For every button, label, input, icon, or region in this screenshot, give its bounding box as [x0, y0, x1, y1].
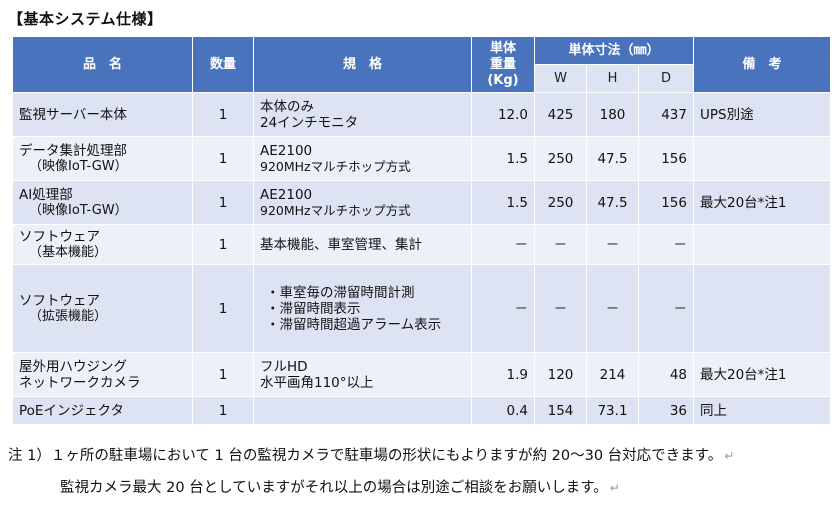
dim-h: 180 [586, 92, 639, 137]
dim-w: 250 [534, 180, 587, 225]
header-spec: 規 格 [253, 36, 472, 93]
product-name: AI処理部 （映像IoT-GW） [12, 180, 193, 225]
note: 最大20台*注1 [693, 180, 831, 225]
note: UPS別途 [693, 92, 831, 137]
weight: 1.9 [471, 352, 535, 397]
spec-cell: 基本機能、車室管理、集計 [253, 224, 472, 265]
dim-h: 47.5 [586, 180, 639, 225]
note [693, 136, 831, 181]
dim-h: 214 [586, 352, 639, 397]
quantity: 1 [192, 136, 254, 181]
table-row: ソフトウェア （拡張機能） 1 ・車室毎の滞留時間計測 ・滞留時間表示 ・滞留時… [12, 264, 831, 353]
product-name: 屋外用ハウジング ネットワークカメラ [12, 352, 193, 397]
dim-h: － [586, 224, 639, 265]
header-w: W [534, 64, 587, 93]
table-row: 監視サーバー本体 1 本体のみ 24インチモニタ 12.0 425 180 43… [12, 92, 831, 137]
header-h: H [586, 64, 639, 93]
dim-d: 156 [638, 180, 694, 225]
dim-w: 120 [534, 352, 587, 397]
note [693, 264, 831, 353]
spec-cell: 本体のみ 24インチモニタ [253, 92, 472, 137]
dim-d: 156 [638, 136, 694, 181]
weight: － [471, 264, 535, 353]
spec-cell [253, 396, 472, 425]
dim-d: 437 [638, 92, 694, 137]
footnote-line-2: 監視カメラ最大 20 台としていますがそれ以上の場合は別途ご相談をお願いします。… [60, 480, 620, 496]
spec-cell: フルHD 水平画角110°以上 [253, 352, 472, 397]
header-weight: 単体 重量 (Kg) [471, 36, 535, 93]
weight: 12.0 [471, 92, 535, 137]
return-mark-icon: ↵ [609, 481, 620, 495]
note: 最大20台*注1 [693, 352, 831, 397]
spec-cell: AE2100 920MHzマルチホップ方式 [253, 136, 472, 181]
dim-w: － [534, 264, 587, 353]
quantity: 1 [192, 180, 254, 225]
weight: 1.5 [471, 136, 535, 181]
quantity: 1 [192, 352, 254, 397]
dim-h: － [586, 264, 639, 353]
dim-h: 47.5 [586, 136, 639, 181]
dim-w: 250 [534, 136, 587, 181]
weight: － [471, 224, 535, 265]
dim-d: － [638, 264, 694, 353]
footnotes: 注 1）１ヶ所の駐車場において 1 台の監視カメラで駐車場の形状にもよりますが約… [8, 446, 734, 498]
product-name: 監視サーバー本体 [12, 92, 193, 137]
spec-table: 品 名 数量 規 格 単体 重量 (Kg) 単体寸法（㎜） 備 考 W H D … [12, 36, 831, 425]
product-name: ソフトウェア （基本機能） [12, 224, 193, 265]
quantity: 1 [192, 224, 254, 265]
quantity: 1 [192, 264, 254, 353]
dim-d: 48 [638, 352, 694, 397]
dim-h: 73.1 [586, 396, 639, 425]
header-name: 品 名 [12, 36, 193, 93]
dim-d: 36 [638, 396, 694, 425]
note [693, 224, 831, 265]
dim-w: 154 [534, 396, 587, 425]
dim-w: － [534, 224, 587, 265]
product-name: データ集計処理部 （映像IoT-GW） [12, 136, 193, 181]
table-row: 屋外用ハウジング ネットワークカメラ 1 フルHD 水平画角110°以上 1.9… [12, 352, 831, 397]
product-name: PoEインジェクタ [12, 396, 193, 425]
dim-w: 425 [534, 92, 587, 137]
header-qty: 数量 [192, 36, 254, 93]
return-mark-icon: ↵ [724, 449, 735, 463]
header-d: D [638, 64, 694, 93]
note: 同上 [693, 396, 831, 425]
table-row: ソフトウェア （基本機能） 1 基本機能、車室管理、集計 － － － － [12, 224, 831, 265]
document-title: 【基本システム仕様】 [8, 10, 163, 28]
quantity: 1 [192, 396, 254, 425]
dim-d: － [638, 224, 694, 265]
header-dimensions: 単体寸法（㎜） [534, 36, 694, 65]
footnote-line-1: 注 1）１ヶ所の駐車場において 1 台の監視カメラで駐車場の形状にもよりますが約… [8, 448, 735, 464]
quantity: 1 [192, 92, 254, 137]
table-row: データ集計処理部 （映像IoT-GW） 1 AE2100 920MHzマルチホッ… [12, 136, 831, 181]
spec-cell: AE2100 920MHzマルチホップ方式 [253, 180, 472, 225]
table-row: PoEインジェクタ 1 0.4 154 73.1 36 同上 [12, 396, 831, 425]
header-notes: 備 考 [693, 36, 831, 93]
weight: 0.4 [471, 396, 535, 425]
spec-cell: ・車室毎の滞留時間計測 ・滞留時間表示 ・滞留時間超過アラーム表示 [253, 264, 472, 353]
weight: 1.5 [471, 180, 535, 225]
product-name: ソフトウェア （拡張機能） [12, 264, 193, 353]
table-row: AI処理部 （映像IoT-GW） 1 AE2100 920MHzマルチホップ方式… [12, 180, 831, 225]
